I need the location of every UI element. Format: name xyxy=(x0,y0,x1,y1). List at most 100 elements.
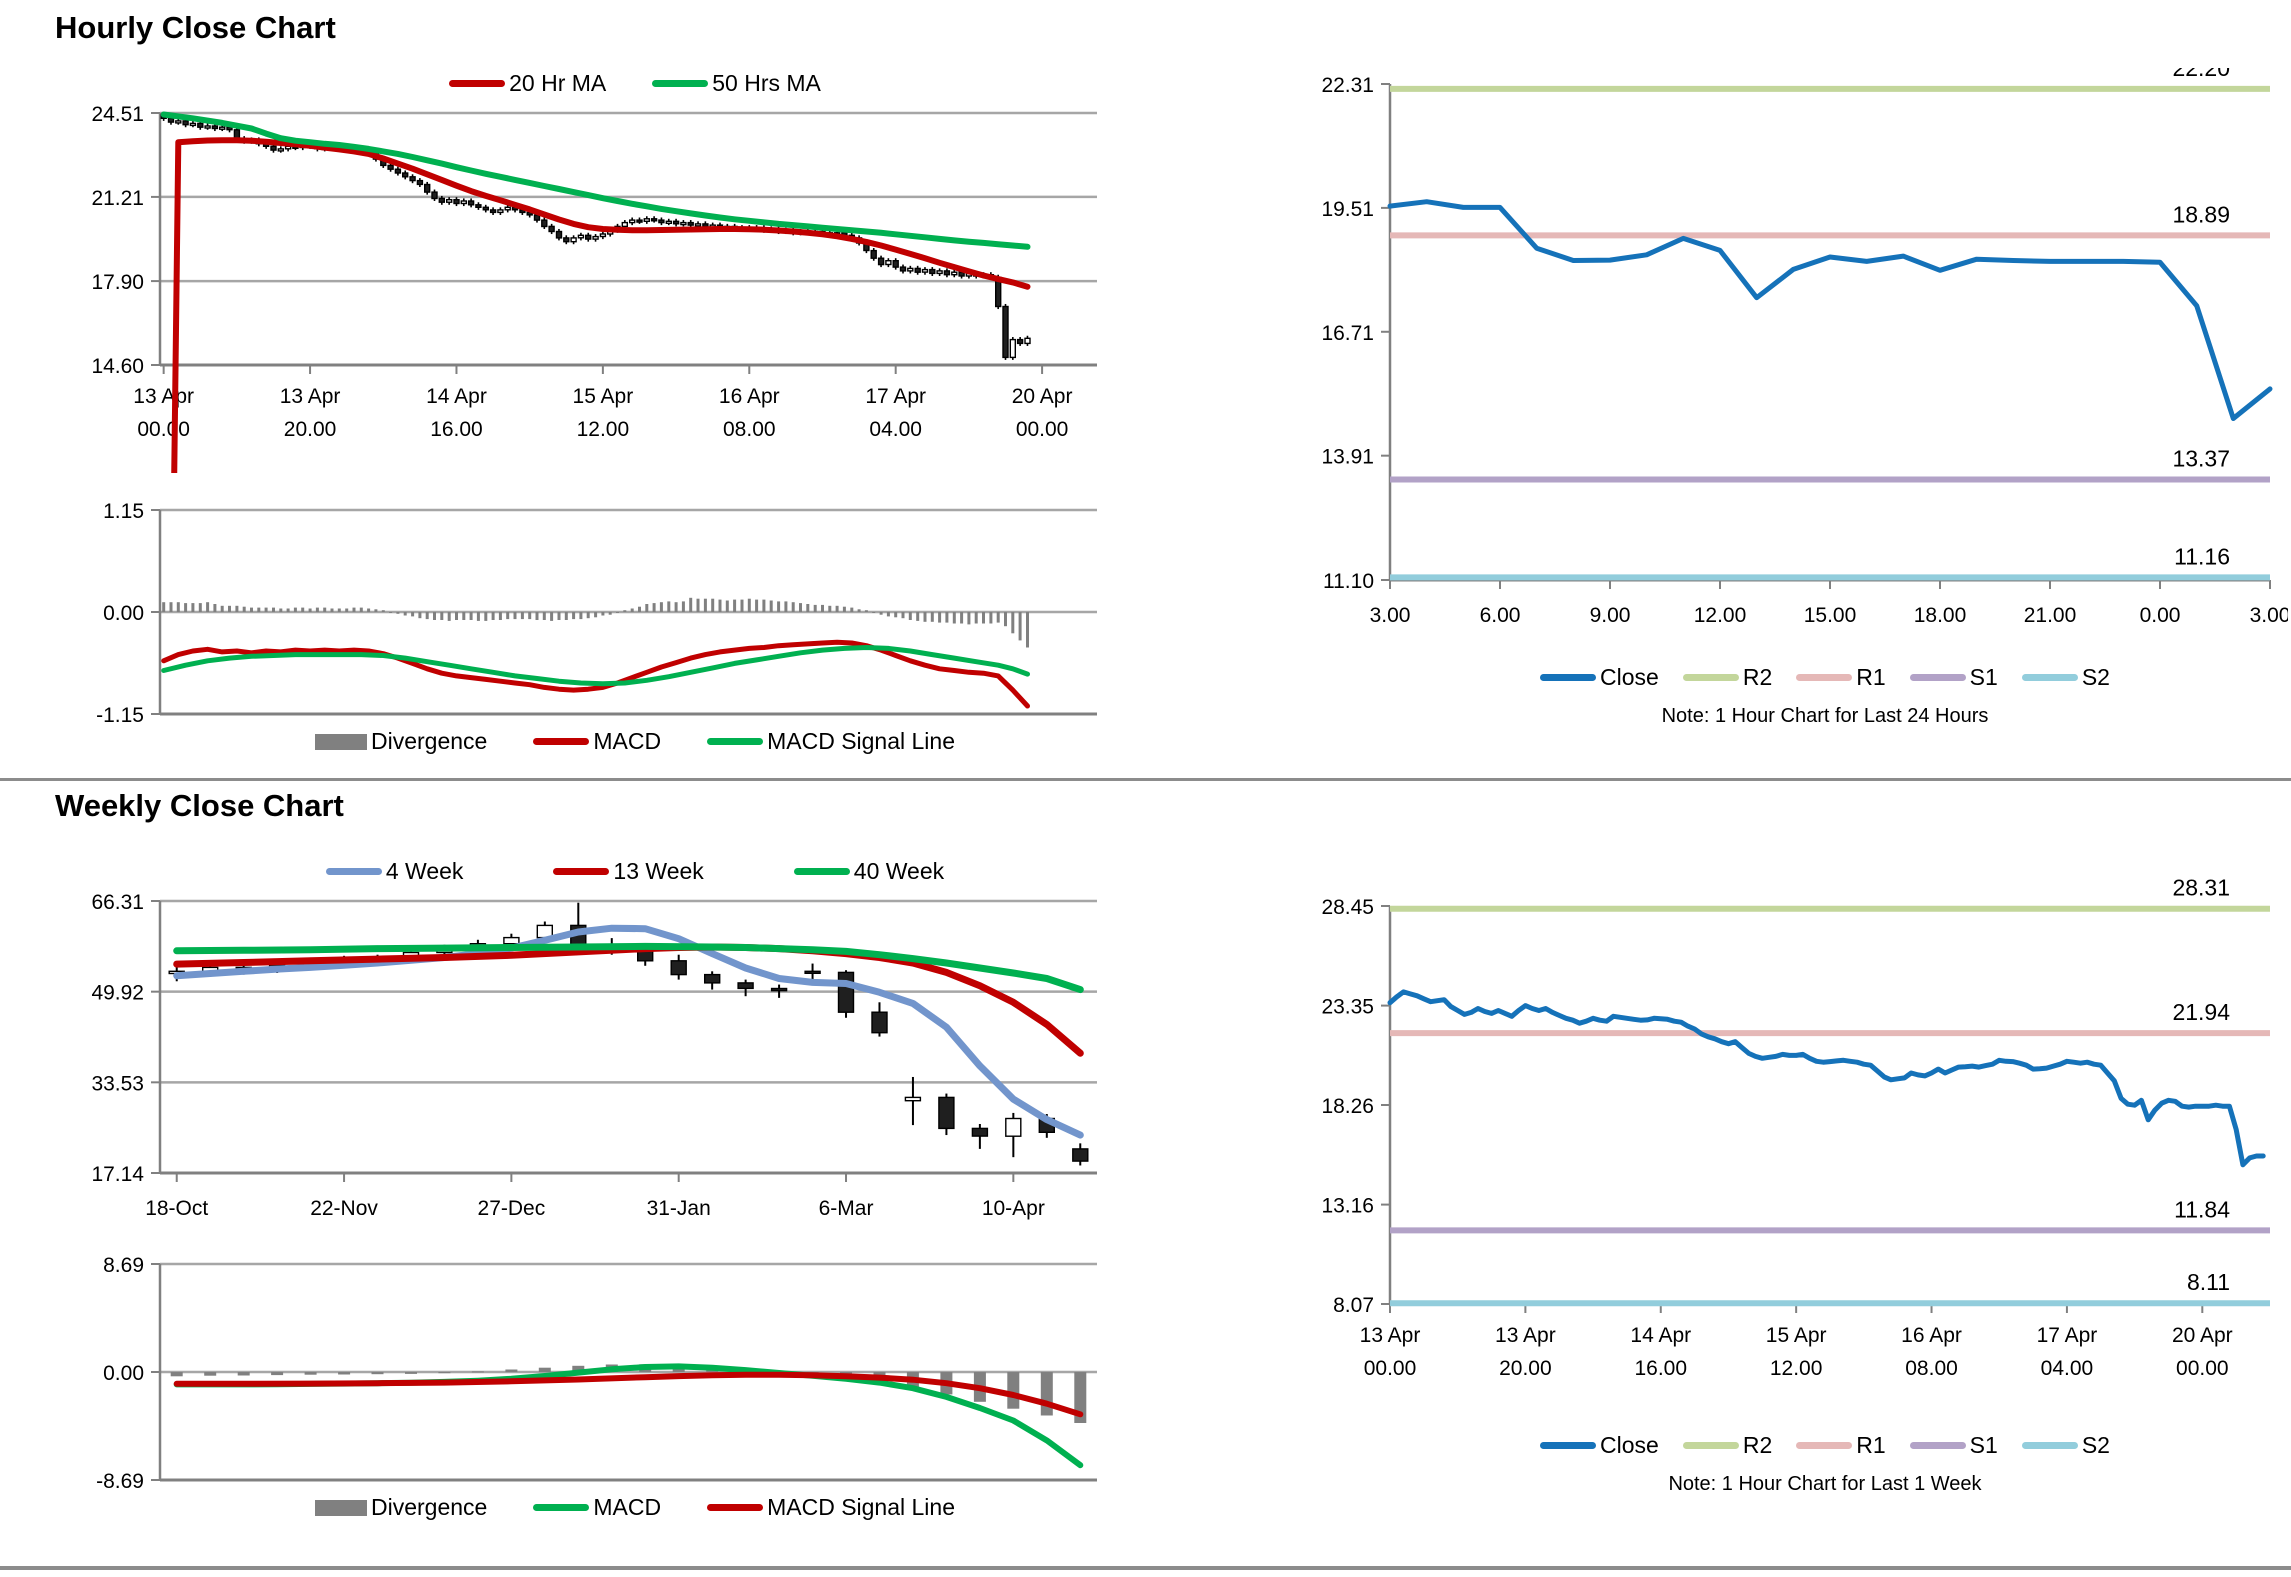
legend-label: MACD xyxy=(593,728,662,754)
legend-label: R1 xyxy=(1856,1432,1886,1458)
hourly_price-legend: 20 Hr MA 50 Hrs MA xyxy=(55,64,1125,101)
svg-text:21.94: 21.94 xyxy=(2172,999,2230,1025)
legend-swatch-bar xyxy=(315,733,367,750)
svg-text:0.00: 0.00 xyxy=(2140,604,2181,627)
legend-item: 20 Hr MA xyxy=(449,70,606,97)
legend-item: 13 Week xyxy=(553,858,704,885)
legend-item: S2 xyxy=(2021,664,2110,691)
svg-text:21.21: 21.21 xyxy=(91,187,144,210)
svg-text:10-Apr: 10-Apr xyxy=(982,1197,1045,1220)
svg-text:08.00: 08.00 xyxy=(1905,1357,1958,1380)
bottom-divider xyxy=(0,1566,2291,1570)
svg-text:28.45: 28.45 xyxy=(1321,896,1374,919)
svg-text:20 Apr: 20 Apr xyxy=(2172,1324,2233,1347)
hourly-close-candlestick-chart: 20 Hr MA 50 Hrs MA 24.51 21.21 17.90 14.60 13 … xyxy=(55,64,1125,473)
legend-label: S2 xyxy=(2081,1432,2110,1458)
svg-text:13 Apr: 13 Apr xyxy=(1495,1324,1556,1347)
legend-label: S2 xyxy=(2081,664,2110,690)
svg-text:19.51: 19.51 xyxy=(1321,198,1374,221)
legend-label: MACD Signal Line xyxy=(767,1494,955,1520)
svg-text:18.00: 18.00 xyxy=(1914,604,1967,627)
legend-item: MACD xyxy=(533,1494,661,1521)
svg-text:23.35: 23.35 xyxy=(1321,996,1374,1019)
svg-text:-1.15: -1.15 xyxy=(96,704,144,722)
legend-label: 4 Week xyxy=(385,858,464,884)
svg-text:13.16: 13.16 xyxy=(1321,1195,1374,1218)
svg-text:8.69: 8.69 xyxy=(103,1256,144,1277)
hourly-close-chart-title: Hourly Close Chart xyxy=(55,10,336,45)
legend-swatch-line xyxy=(533,738,590,745)
weekly_pivot-canvas: 28.45 23.35 18.26 13.16 8.07 13 Apr 00.00 13 Ap… xyxy=(1321,876,2270,1380)
svg-text:24.51: 24.51 xyxy=(91,103,144,126)
svg-text:14.60: 14.60 xyxy=(91,355,144,378)
hourly_pivot-legend: Close R2 R1 S1 S2 xyxy=(1252,658,2288,695)
legend-item: S1 xyxy=(1909,1432,1998,1459)
legend-swatch-line xyxy=(533,1504,590,1511)
svg-text:17.90: 17.90 xyxy=(91,271,144,294)
svg-text:13 Apr: 13 Apr xyxy=(280,385,341,408)
svg-text:08.00: 08.00 xyxy=(723,418,776,441)
legend-swatch-line xyxy=(793,868,850,875)
hourly_price-canvas: 24.51 21.21 17.90 14.60 13 Apr 00.00 13 Apr 20.… xyxy=(91,103,1097,473)
legend-item: 4 Week xyxy=(325,858,464,885)
legend-label: R2 xyxy=(1742,664,1773,690)
svg-text:8.07: 8.07 xyxy=(1333,1294,1374,1317)
svg-text:22.31: 22.31 xyxy=(1321,74,1374,97)
weekly-close-candlestick-chart: 4 Week 13 Week 40 Week 66.31 49.92 33.53 17.14… xyxy=(55,852,1125,1239)
weekly-pivot-levels-chart: 28.45 23.35 18.26 13.16 8.07 13 Apr 00.00 13 Ap… xyxy=(1252,876,2288,1496)
legend-swatch-line xyxy=(553,868,610,875)
legend-label: 20 Hr MA xyxy=(509,70,607,96)
svg-text:22-Nov: 22-Nov xyxy=(310,1197,378,1220)
svg-text:16.00: 16.00 xyxy=(430,418,483,441)
weekly_price-legend: 4 Week 13 Week 40 Week xyxy=(55,852,1125,889)
svg-text:12.00: 12.00 xyxy=(1694,604,1747,627)
legend-swatch-line xyxy=(1796,674,1853,681)
svg-text:12.00: 12.00 xyxy=(1770,1357,1823,1380)
svg-text:31-Jan: 31-Jan xyxy=(647,1197,711,1220)
svg-text:16.71: 16.71 xyxy=(1321,322,1374,345)
svg-text:14 Apr: 14 Apr xyxy=(426,385,487,408)
legend-item: Close xyxy=(1540,664,1659,691)
svg-text:18.26: 18.26 xyxy=(1321,1095,1374,1118)
hourly_macd-legend: Divergence MACD MACD Signal Line xyxy=(55,722,1125,759)
svg-text:11.10: 11.10 xyxy=(1323,570,1374,593)
legend-item: R2 xyxy=(1682,664,1773,691)
svg-text:13.91: 13.91 xyxy=(1321,446,1374,469)
legend-label: R2 xyxy=(1742,1432,1773,1458)
legend-item: MACD Signal Line xyxy=(707,728,955,755)
legend-swatch-line xyxy=(1682,1442,1739,1449)
svg-text:20.00: 20.00 xyxy=(284,418,337,441)
svg-text:-8.69: -8.69 xyxy=(96,1470,144,1488)
svg-text:00.00: 00.00 xyxy=(1364,1357,1417,1380)
legend-swatch-line xyxy=(2021,1442,2078,1449)
svg-text:1.15: 1.15 xyxy=(103,502,144,523)
legend-label: R1 xyxy=(1856,664,1886,690)
svg-text:15 Apr: 15 Apr xyxy=(1766,1324,1827,1347)
svg-text:17 Apr: 17 Apr xyxy=(2037,1324,2098,1347)
svg-text:8.11: 8.11 xyxy=(2187,1269,2230,1295)
legend-swatch-line xyxy=(1682,674,1739,681)
weekly-close-chart-title: Weekly Close Chart xyxy=(55,788,344,823)
svg-text:49.92: 49.92 xyxy=(91,982,144,1005)
legend-item: R1 xyxy=(1796,1432,1886,1459)
svg-text:28.31: 28.31 xyxy=(2172,876,2230,901)
legend-label: Close xyxy=(1600,664,1659,690)
svg-text:15.00: 15.00 xyxy=(1804,604,1857,627)
legend-item: 50 Hrs MA xyxy=(652,70,821,97)
svg-text:13 Apr: 13 Apr xyxy=(1360,1324,1421,1347)
svg-text:21.00: 21.00 xyxy=(2024,604,2077,627)
svg-text:11.16: 11.16 xyxy=(2174,543,2230,569)
svg-text:00.00: 00.00 xyxy=(1016,418,1069,441)
svg-text:15 Apr: 15 Apr xyxy=(573,385,634,408)
svg-text:17.14: 17.14 xyxy=(91,1163,144,1186)
svg-text:18-Oct: 18-Oct xyxy=(145,1197,208,1220)
legend-item: MACD xyxy=(533,728,661,755)
legend-swatch-bar xyxy=(315,1499,367,1516)
weekly_macd-canvas: 8.69 0.00 -8.69 xyxy=(96,1256,1097,1488)
section-divider xyxy=(0,778,2291,781)
legend-item: Close xyxy=(1540,1432,1659,1459)
legend-label: MACD xyxy=(593,1494,662,1520)
legend-swatch-line xyxy=(2021,674,2078,681)
legend-item: 40 Week xyxy=(793,858,944,885)
